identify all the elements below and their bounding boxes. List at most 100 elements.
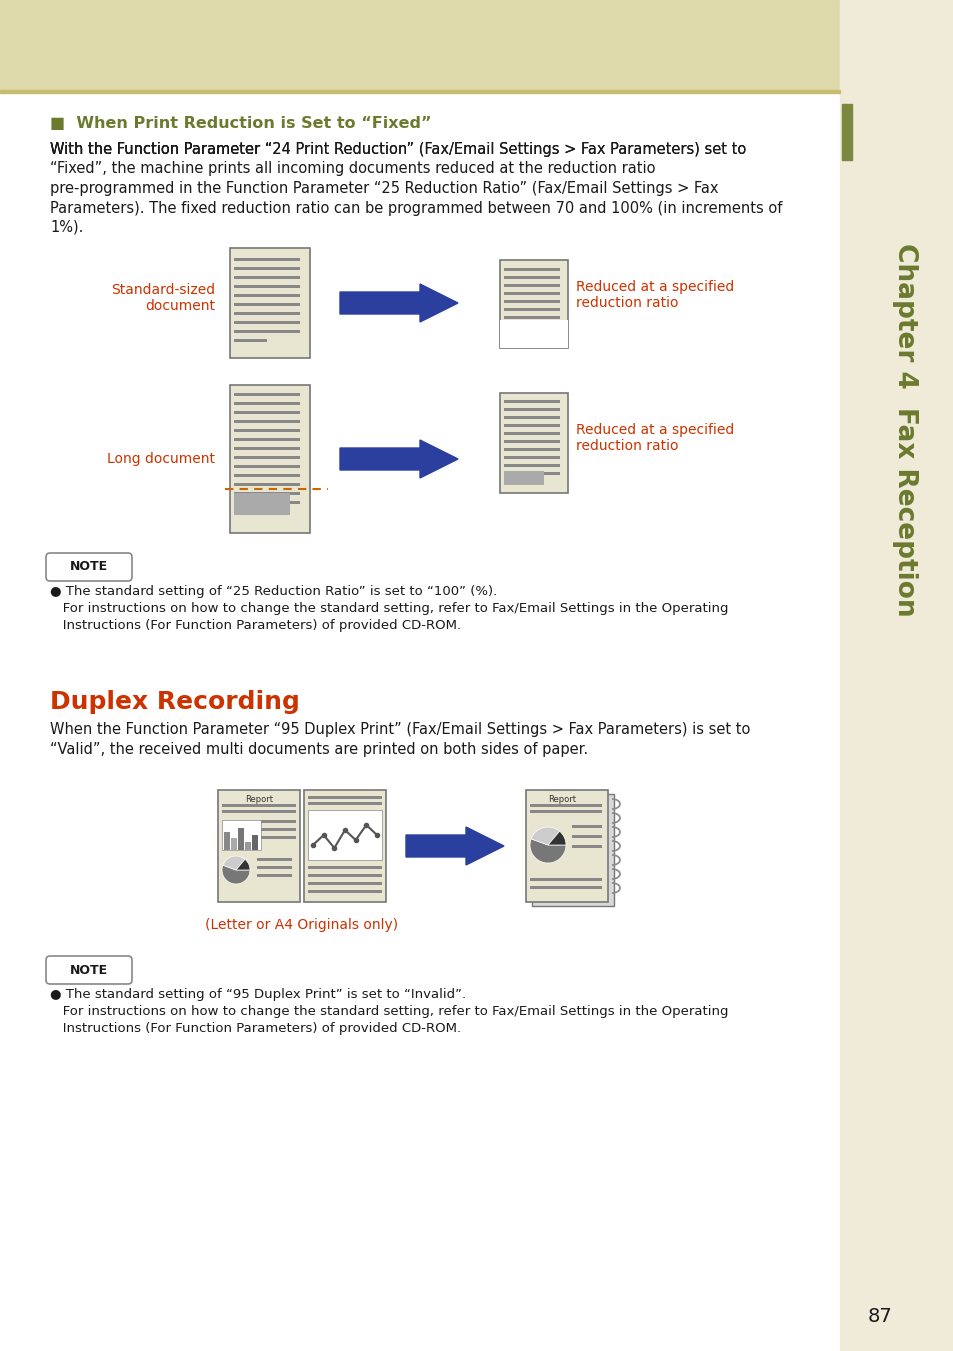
Bar <box>233 303 299 305</box>
Bar <box>230 385 310 534</box>
Bar <box>233 438 299 440</box>
Text: Report: Report <box>245 794 273 804</box>
Text: NOTE: NOTE <box>70 561 108 574</box>
Wedge shape <box>222 865 250 884</box>
Bar <box>530 886 601 889</box>
Bar <box>233 258 299 261</box>
Bar <box>503 432 559 435</box>
Text: Standard-sized
document: Standard-sized document <box>111 282 214 313</box>
Bar <box>499 393 567 493</box>
Wedge shape <box>547 831 565 844</box>
Bar <box>530 811 601 813</box>
Bar <box>304 790 386 902</box>
Bar <box>308 811 381 861</box>
Bar <box>503 424 559 427</box>
Bar <box>233 267 299 270</box>
Bar <box>231 838 236 850</box>
Text: With the Function Parameter “: With the Function Parameter “ <box>50 142 272 157</box>
Bar <box>503 292 559 295</box>
Bar <box>233 330 299 332</box>
Bar <box>0 91 840 92</box>
Bar <box>233 430 299 432</box>
Bar <box>532 794 614 907</box>
Bar <box>503 449 559 451</box>
Bar <box>261 828 295 831</box>
Bar <box>252 835 257 850</box>
Bar <box>233 457 299 459</box>
Text: ■  When Print Reduction is Set to “Fixed”: ■ When Print Reduction is Set to “Fixed” <box>50 116 431 131</box>
Bar <box>218 790 299 902</box>
Bar <box>503 471 559 476</box>
Text: “Valid”, the received multi documents are printed on both sides of paper.: “Valid”, the received multi documents ar… <box>50 742 587 757</box>
Bar <box>245 842 251 850</box>
Text: With the Function Parameter “24 Print Reduction” (Fax/Email Settings > Fax Param: With the Function Parameter “24 Print Re… <box>50 142 745 157</box>
Bar <box>308 802 381 805</box>
Text: 87: 87 <box>866 1306 891 1325</box>
Bar <box>503 471 543 485</box>
Bar <box>503 308 559 311</box>
Bar <box>261 820 295 823</box>
Text: NOTE: NOTE <box>70 963 108 977</box>
Text: Instructions (For Function Parameters) of provided CD-ROM.: Instructions (For Function Parameters) o… <box>50 1021 460 1035</box>
Bar <box>230 249 310 358</box>
Bar <box>841 104 851 159</box>
Bar <box>233 474 299 477</box>
Bar <box>503 457 559 459</box>
FancyArrow shape <box>339 284 457 322</box>
Bar <box>525 790 607 902</box>
Bar <box>572 835 601 838</box>
Bar <box>233 339 267 342</box>
FancyBboxPatch shape <box>46 957 132 984</box>
Bar <box>256 874 292 877</box>
Bar <box>233 322 299 324</box>
Text: (Letter or A4 Originals only): (Letter or A4 Originals only) <box>205 917 398 932</box>
FancyArrow shape <box>406 827 503 865</box>
Bar <box>233 465 299 467</box>
Text: “Fixed”, the machine prints all incoming documents reduced at the reduction rati: “Fixed”, the machine prints all incoming… <box>50 162 655 177</box>
Bar <box>308 866 381 869</box>
Text: Long document: Long document <box>107 453 214 466</box>
Wedge shape <box>531 827 559 844</box>
Bar <box>233 403 299 405</box>
Bar <box>261 836 295 839</box>
Bar <box>503 316 559 319</box>
Bar <box>503 267 559 272</box>
Text: For instructions on how to change the standard setting, refer to Fax/Email Setti: For instructions on how to change the st… <box>50 603 728 615</box>
Bar <box>233 285 299 288</box>
Bar <box>308 890 381 893</box>
Bar <box>233 493 290 515</box>
Bar <box>530 878 601 881</box>
Bar <box>503 276 559 280</box>
Bar <box>222 804 295 807</box>
Bar <box>233 420 299 423</box>
Text: ● The standard setting of “95 Duplex Print” is set to “Invalid”.: ● The standard setting of “95 Duplex Pri… <box>50 988 466 1001</box>
Bar <box>233 509 267 513</box>
Bar <box>499 320 567 349</box>
Text: Report: Report <box>547 794 576 804</box>
Bar <box>233 484 299 486</box>
Bar <box>503 284 559 286</box>
Wedge shape <box>530 839 565 863</box>
Bar <box>222 820 261 850</box>
Bar <box>233 447 299 450</box>
Bar <box>233 411 299 413</box>
Bar <box>233 312 299 315</box>
Bar <box>503 300 559 303</box>
Bar <box>308 796 381 798</box>
Bar <box>572 844 601 848</box>
Bar <box>308 882 381 885</box>
Text: Reduced at a specified
reduction ratio: Reduced at a specified reduction ratio <box>576 280 734 311</box>
Bar <box>0 0 953 91</box>
Text: Duplex Recording: Duplex Recording <box>50 690 299 713</box>
Bar <box>237 828 244 850</box>
Bar <box>256 866 292 869</box>
Text: 1%).: 1%). <box>50 220 83 235</box>
Bar <box>503 408 559 411</box>
Bar <box>503 416 559 419</box>
Bar <box>233 393 299 396</box>
Text: pre-programmed in the Function Parameter “25 Reduction Ratio” (Fax/Email Setting: pre-programmed in the Function Parameter… <box>50 181 718 196</box>
Bar <box>233 276 299 280</box>
Text: Chapter 4  Fax Reception: Chapter 4 Fax Reception <box>891 243 917 617</box>
Text: Instructions (For Function Parameters) of provided CD-ROM.: Instructions (For Function Parameters) o… <box>50 619 460 632</box>
Text: ● The standard setting of “25 Reduction Ratio” is set to “100” (%).: ● The standard setting of “25 Reduction … <box>50 585 497 598</box>
